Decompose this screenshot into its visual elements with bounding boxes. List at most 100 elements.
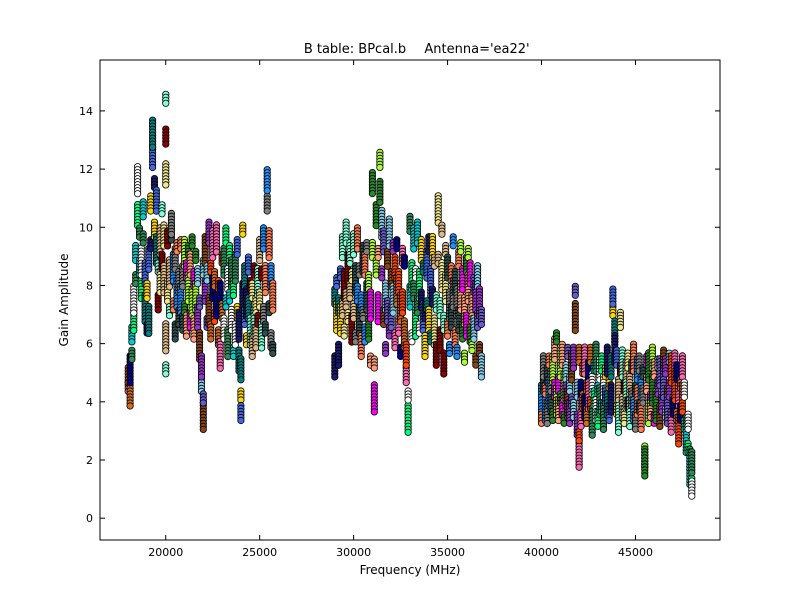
scatter-point (571, 326, 579, 335)
scatter-point (404, 428, 412, 436)
scatter-point (641, 472, 649, 480)
y-axis: 0 2 4 6 8 10 12 14 (79, 105, 720, 525)
scatter-point (248, 352, 256, 361)
scatter-point (460, 358, 469, 366)
scatter-point (149, 163, 157, 172)
scatter-point (239, 230, 247, 238)
scatter-point (194, 280, 202, 288)
scatter-point (237, 416, 245, 425)
scatter-point (346, 294, 354, 302)
scatter-point (575, 437, 583, 445)
scatter-point (637, 425, 645, 433)
scatter-point (571, 291, 579, 299)
scatter-point (229, 291, 237, 299)
scatter-point (165, 311, 174, 320)
scatter-point (231, 277, 239, 285)
y-tick-label: 4 (86, 396, 93, 409)
scatter-point (199, 425, 207, 433)
scatter-point (158, 210, 166, 218)
scatter-point (370, 408, 378, 416)
scatter-point (165, 283, 174, 291)
x-tick-label: 25000 (242, 546, 277, 559)
scatter-point (389, 309, 397, 317)
y-tick-label: 0 (86, 512, 93, 525)
scatter-point (171, 335, 179, 343)
scatter-point (432, 361, 440, 369)
scatter-point (263, 187, 271, 195)
scatter-point (688, 469, 696, 477)
scatter-point (577, 422, 585, 431)
x-tick-label: 20000 (148, 546, 183, 559)
scatter-point (656, 422, 664, 430)
scatter-point (470, 335, 478, 343)
scatter-point (162, 99, 170, 107)
scatter-point (167, 230, 175, 238)
scatter-point (139, 239, 147, 247)
scatter-point (543, 419, 551, 428)
chart-title-antenna: Antenna='ea22' (424, 42, 529, 57)
scatter-point (269, 306, 277, 314)
scatter-point (134, 190, 142, 198)
scatter-point (477, 320, 485, 329)
scatter-point (383, 262, 392, 270)
scatter-point (130, 309, 138, 317)
scatter-point (438, 230, 446, 238)
scatter-point (145, 329, 153, 337)
scatter-point (667, 428, 675, 436)
scatter-point (162, 347, 170, 355)
scatter-point (575, 463, 583, 471)
scatter-point (209, 254, 217, 262)
scatter-point (605, 416, 613, 425)
scatter-point (334, 361, 343, 369)
scatter-point (164, 242, 172, 250)
scatter-point (449, 242, 457, 250)
scatter-point (614, 428, 623, 436)
scatter-point (126, 402, 134, 410)
scatter-point (233, 251, 241, 259)
scatter-point (269, 349, 277, 358)
scatter-point (402, 361, 410, 369)
x-tick-label: 45000 (618, 546, 653, 559)
x-tick-label: 30000 (336, 546, 371, 559)
scatter-point (192, 256, 200, 264)
scatter-point (453, 352, 461, 360)
scatter-point (197, 373, 206, 381)
scatter-point (139, 213, 147, 221)
scatter-point (445, 349, 454, 358)
scatter-point (257, 344, 266, 352)
scatter-point (357, 352, 365, 361)
scatter-point (443, 332, 452, 340)
scatter-point (263, 207, 271, 215)
scatter-point (368, 190, 376, 198)
scatter-point (143, 294, 151, 302)
scatter-point (457, 248, 465, 256)
y-axis-label: Gain Amplitude (57, 254, 71, 347)
scatter-point (378, 274, 386, 282)
scatter-point (376, 198, 384, 206)
scatter-point (398, 309, 407, 317)
scatter-point (154, 306, 162, 314)
y-tick-label: 2 (86, 454, 93, 467)
scatter-point (340, 332, 348, 340)
scatter-point (440, 370, 448, 378)
scatter-point (370, 364, 378, 372)
scatter-point (599, 425, 608, 433)
scatter-point (331, 373, 339, 381)
scatter-point (162, 370, 170, 378)
scatter-points (124, 90, 696, 500)
scatter-point (402, 378, 410, 387)
scatter-point (196, 303, 204, 311)
scatter-point (376, 163, 384, 171)
scatter-point (680, 393, 688, 401)
scatter-point (404, 396, 412, 404)
scatter-point (207, 335, 215, 343)
scatter-point (237, 376, 245, 384)
scatter-point (188, 242, 196, 250)
chart-title-table: B table: BPcal.b (304, 42, 406, 57)
scatter-point (374, 253, 382, 262)
scatter-point (333, 282, 341, 291)
y-tick-label: 8 (86, 279, 93, 292)
scatter-point (366, 315, 375, 323)
y-tick-label: 14 (79, 105, 93, 118)
